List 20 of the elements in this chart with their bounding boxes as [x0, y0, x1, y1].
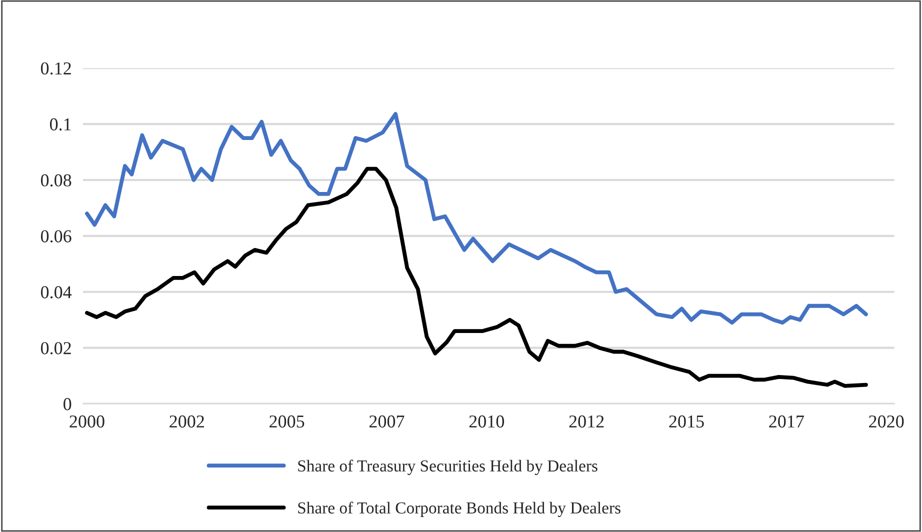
line-series [85, 112, 868, 325]
y-tick-label: 0.04 [40, 286, 72, 298]
x-tick-label: 2015 [669, 415, 704, 428]
x-tick-label: 2007 [369, 415, 404, 428]
x-tick-label: 2017 [769, 415, 804, 428]
y-tick-label: 0 [64, 398, 72, 410]
y-tick-label: 0.08 [40, 174, 72, 187]
line-series [85, 166, 868, 388]
y-tick-label: 0.06 [40, 230, 72, 242]
y-tick-label: 0.1 [50, 118, 71, 131]
legend-label: Share of Treasury Securities Held by Dealers [298, 460, 598, 476]
x-tick-label: 2005 [270, 415, 304, 428]
y-tick-label: 0.12 [40, 62, 71, 75]
x-tick-label: 2010 [469, 415, 504, 428]
legend-label: Share of Total Corporate Bonds Held by Dealers [298, 502, 620, 517]
x-tick-label: 2002 [170, 415, 204, 428]
x-tick-label: 2012 [569, 415, 604, 428]
x-tick-label: 2020 [869, 415, 904, 428]
x-tick-label: 2000 [70, 415, 104, 428]
y-tick-label: 0.02 [40, 342, 71, 354]
